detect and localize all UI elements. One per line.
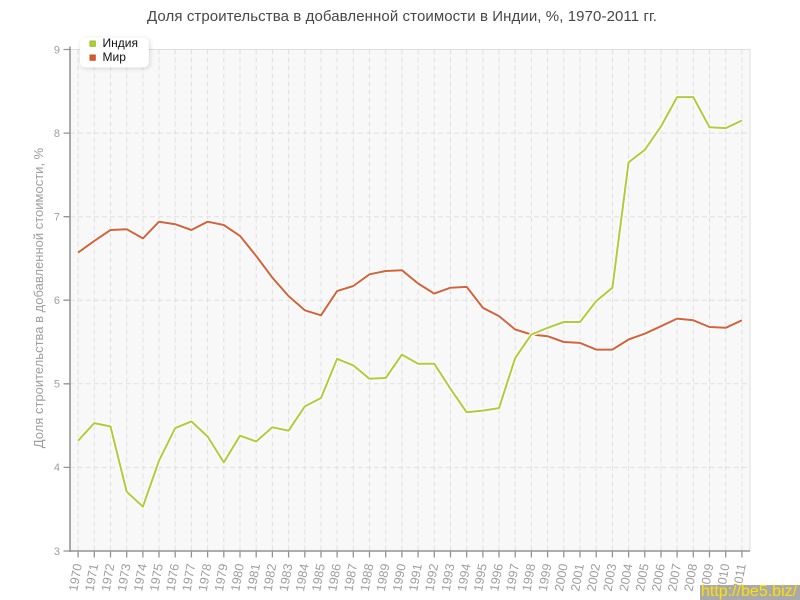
- svg-text:1975: 1975: [147, 563, 166, 593]
- svg-text:6: 6: [54, 295, 60, 307]
- svg-text:1979: 1979: [212, 563, 231, 593]
- svg-text:1997: 1997: [503, 563, 522, 593]
- svg-text:1999: 1999: [536, 563, 555, 593]
- svg-text:Мир: Мир: [103, 50, 127, 64]
- svg-text:1984: 1984: [293, 563, 312, 593]
- svg-text:Доля строительства в добавленн: Доля строительства в добавленной стоимос…: [31, 147, 46, 448]
- svg-text:2011: 2011: [730, 563, 748, 592]
- svg-text:5: 5: [54, 379, 60, 391]
- svg-text:1983: 1983: [277, 563, 296, 593]
- svg-text:1978: 1978: [196, 563, 215, 593]
- svg-text:2006: 2006: [649, 563, 668, 593]
- svg-text:1974: 1974: [131, 563, 150, 593]
- svg-text:2008: 2008: [682, 563, 701, 593]
- svg-text:1976: 1976: [163, 563, 182, 593]
- svg-text:1988: 1988: [358, 563, 377, 593]
- svg-text:1985: 1985: [309, 563, 328, 593]
- svg-text:1996: 1996: [487, 563, 506, 593]
- svg-text:1973: 1973: [115, 563, 134, 593]
- svg-text:1980: 1980: [228, 563, 247, 593]
- svg-text:2004: 2004: [617, 563, 636, 593]
- svg-text:2002: 2002: [584, 563, 603, 593]
- svg-text:1987: 1987: [342, 563, 361, 593]
- svg-text:1970: 1970: [66, 563, 85, 593]
- svg-text:2009: 2009: [698, 563, 717, 593]
- svg-text:3: 3: [54, 546, 60, 558]
- svg-text:Индия: Индия: [103, 36, 138, 50]
- svg-text:Доля строительства в добавленн: Доля строительства в добавленной стоимос…: [147, 8, 657, 25]
- svg-text:9: 9: [54, 44, 60, 56]
- svg-text:1971: 1971: [83, 563, 102, 593]
- svg-text:1994: 1994: [455, 563, 474, 593]
- svg-text:7: 7: [54, 212, 60, 224]
- svg-text:2001: 2001: [568, 563, 587, 593]
- svg-text:1982: 1982: [261, 563, 280, 593]
- svg-text:2010: 2010: [714, 563, 733, 593]
- svg-text:1989: 1989: [374, 563, 393, 593]
- svg-text:2003: 2003: [601, 563, 620, 593]
- svg-text:2007: 2007: [665, 563, 684, 593]
- svg-text:1993: 1993: [439, 563, 458, 593]
- svg-text:1991: 1991: [406, 563, 425, 593]
- svg-text:2005: 2005: [633, 563, 652, 593]
- svg-text:2000: 2000: [552, 563, 571, 593]
- svg-text:1995: 1995: [471, 563, 490, 593]
- svg-text:1977: 1977: [180, 563, 199, 593]
- svg-text:1986: 1986: [325, 563, 344, 593]
- svg-text:1990: 1990: [390, 563, 409, 593]
- svg-text:1998: 1998: [520, 563, 539, 593]
- svg-text:1992: 1992: [423, 563, 442, 593]
- svg-text:8: 8: [54, 128, 60, 140]
- svg-text:4: 4: [54, 462, 60, 474]
- svg-text:1972: 1972: [99, 563, 118, 593]
- svg-text:1981: 1981: [244, 563, 263, 593]
